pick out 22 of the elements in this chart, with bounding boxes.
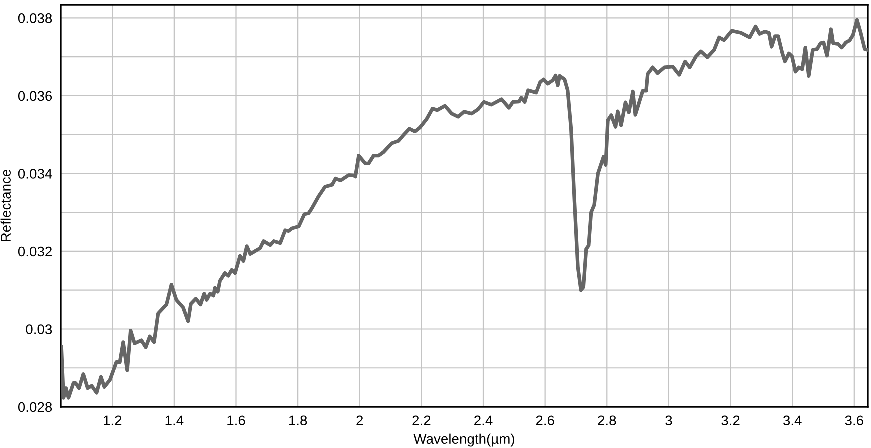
y-tick-label: 0.03: [26, 324, 52, 334]
x-tick-label: 3.4: [783, 416, 802, 426]
x-tick-label: 2.8: [598, 416, 616, 426]
x-tick-label: 1.6: [228, 416, 246, 426]
x-tick-label: 1.2: [104, 416, 122, 426]
y-tick-label: 0.028: [18, 402, 52, 412]
y-tick-label: 0.036: [18, 91, 52, 102]
y-tick-label: 0.032: [18, 246, 52, 257]
x-tick-label: 3: [666, 416, 672, 426]
x-tick-label: 2.6: [536, 416, 554, 426]
y-axis-title: Reflectance: [0, 170, 11, 242]
x-tick-label: 1.8: [289, 416, 308, 426]
x-tick-label: 2.4: [474, 416, 493, 426]
y-tick-label: 0.034: [18, 169, 52, 179]
x-tick-label: 3.6: [845, 416, 864, 426]
x-tick-label: 1.4: [166, 416, 184, 426]
line-series: [61, 18, 868, 400]
y-tick-label: 0.038: [18, 14, 52, 24]
x-tick-label: 2.2: [412, 416, 431, 426]
x-tick-label: 3.2: [722, 416, 740, 426]
x-tick-label: 2: [356, 416, 364, 426]
x-axis-title: Wavelength(µm): [414, 434, 514, 447]
